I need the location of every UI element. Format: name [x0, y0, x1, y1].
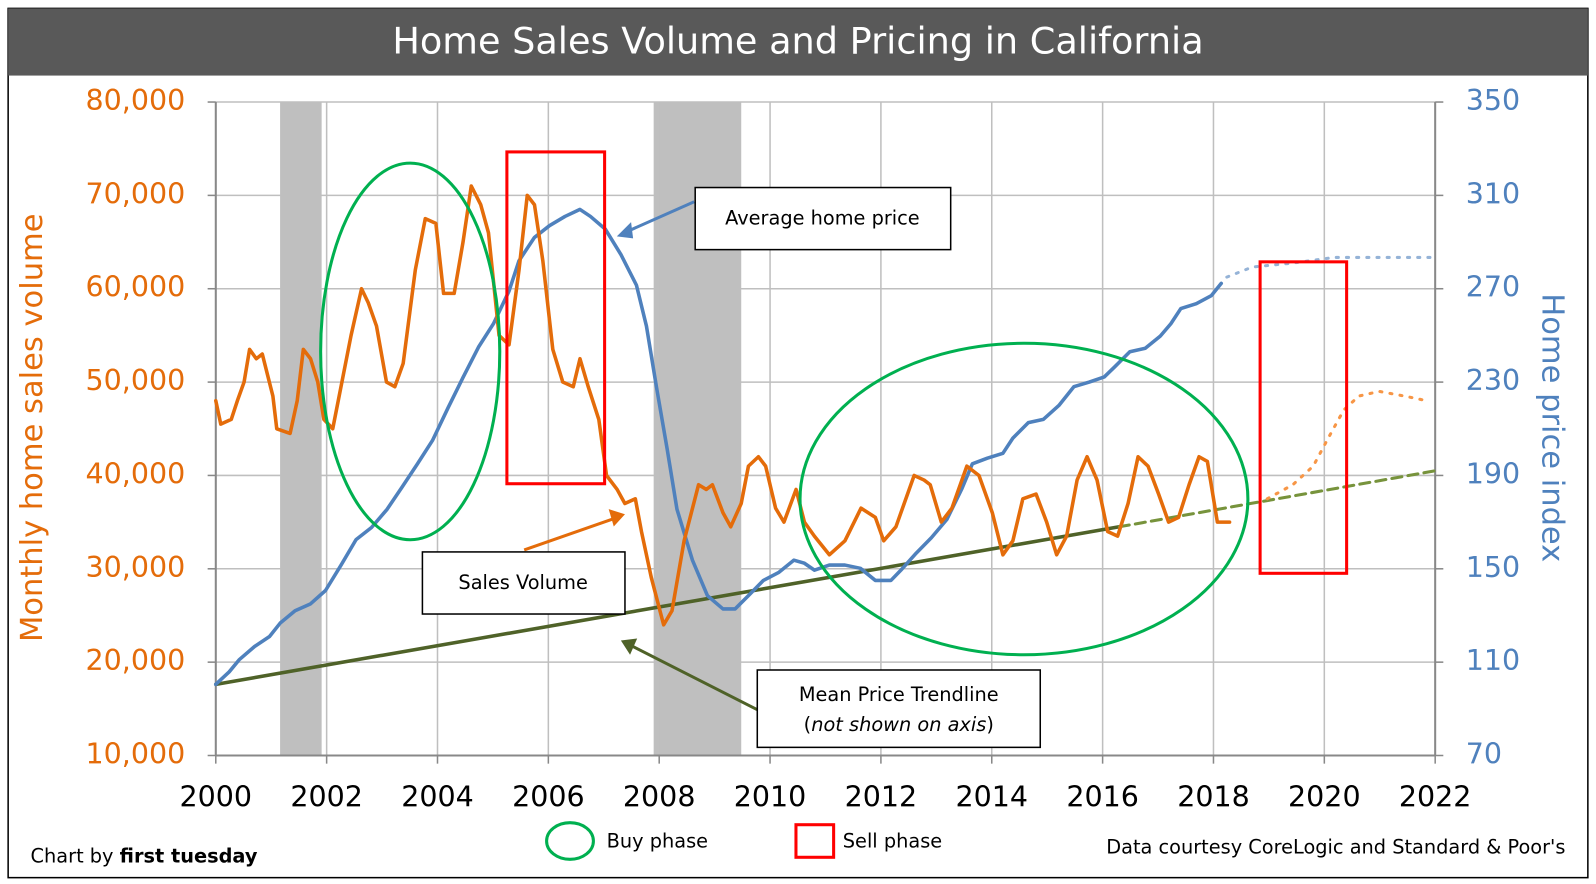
legend-label: Sell phase	[843, 830, 942, 853]
x-tick-label: 2018	[1177, 780, 1250, 813]
arrow	[523, 516, 616, 552]
series-line	[214, 184, 1232, 627]
annotation-box	[694, 186, 952, 251]
arrow-head	[616, 222, 634, 239]
annotation-part: not shown on axis	[811, 712, 986, 735]
y2-tick-label: 310	[1466, 177, 1520, 210]
annotation: (not shown on axis)	[804, 712, 994, 735]
credit-part: Chart by	[31, 844, 120, 867]
series-line	[214, 525, 1122, 687]
x-tick-label: 2000	[180, 780, 253, 813]
y-tick-label: 10,000	[86, 738, 186, 771]
arrow-head	[620, 638, 638, 655]
x-tick-label: 2014	[955, 780, 1028, 813]
annotation-part: (	[804, 712, 812, 735]
y-tick-label: 20,000	[86, 644, 186, 677]
annotation: Average home price	[725, 207, 920, 230]
legend-label: Buy phase	[607, 830, 708, 853]
arrow-head	[608, 509, 625, 527]
title-bar	[8, 8, 1588, 76]
annotation: Sales Volume	[458, 571, 587, 594]
sell-phase-marker	[1258, 260, 1349, 575]
annotation: Mean Price Trendline	[799, 683, 999, 706]
annotation-part: )	[986, 712, 994, 735]
y2-tick-label: 70	[1466, 738, 1502, 771]
source: Data courtesy CoreLogic and Standard & P…	[1106, 836, 1565, 859]
y2-tick-label: 270	[1466, 271, 1520, 304]
arrow	[622, 200, 695, 235]
y-tick-label: 50,000	[86, 364, 186, 397]
legend: Buy phase Sell phase	[545, 821, 942, 861]
y2-axis-label: Home price index	[1535, 293, 1570, 562]
y-tick-label: 60,000	[86, 271, 186, 304]
arrow	[630, 644, 758, 712]
recession-band	[280, 102, 322, 756]
annotation-box	[756, 669, 1042, 749]
x-tick-label: 2010	[734, 780, 807, 813]
legend-swatch	[794, 823, 836, 859]
legend-swatch	[545, 821, 595, 861]
y2-tick-label: 150	[1466, 551, 1520, 584]
series-line	[214, 207, 1224, 687]
x-tick-label: 2012	[845, 780, 918, 813]
y2-tick-label: 350	[1466, 84, 1520, 117]
buy-phase-marker	[798, 341, 1250, 657]
x-tick-label: 2020	[1288, 780, 1361, 813]
x-tick-label: 2004	[401, 780, 474, 813]
x-tick-label: 2022	[1399, 780, 1472, 813]
y2-tick-label: 110	[1466, 644, 1520, 677]
x-tick-label: 2006	[512, 780, 585, 813]
sell-phase-marker	[505, 150, 607, 486]
credit-part: first tuesday	[120, 844, 258, 867]
x-tick-label: 2002	[290, 780, 363, 813]
y2-tick-label: 230	[1466, 364, 1520, 397]
x-tick-label: 2016	[1066, 780, 1139, 813]
buy-phase-marker	[319, 161, 502, 542]
y-tick-label: 80,000	[86, 84, 186, 117]
y-tick-label: 70,000	[86, 177, 186, 210]
series-line	[1225, 255, 1432, 279]
y-tick-label: 40,000	[86, 457, 186, 490]
y-axis-label: Monthly home sales volume	[15, 213, 50, 642]
credit: Chart by first tuesday	[31, 844, 258, 867]
annotations: Average home price Sales Volume Mean Pri…	[319, 150, 1349, 749]
x-tick-label: 2008	[623, 780, 696, 813]
series-line	[1117, 469, 1437, 529]
y-tick-label: 30,000	[86, 551, 186, 584]
chart-title: Home Sales Volume and Pricing in Califor…	[392, 20, 1203, 63]
annotation-box	[421, 551, 626, 615]
y2-tick-label: 190	[1466, 457, 1520, 490]
